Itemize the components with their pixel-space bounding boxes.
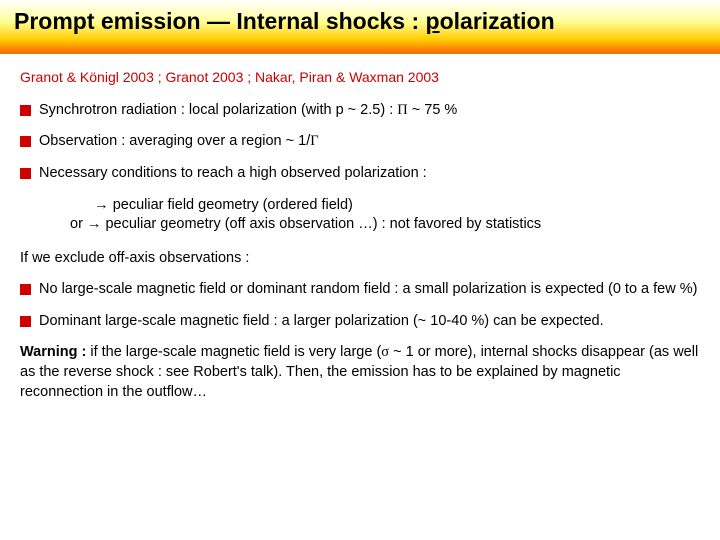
sub-line-1: → peculiar field geometry (ordered field…: [70, 196, 700, 216]
bullet-icon: [20, 316, 31, 327]
title-rest: olarization: [440, 8, 555, 34]
bullet-text: Synchrotron radiation : local polarizati…: [39, 101, 700, 121]
bullet-observation: Observation : averaging over a region ~ …: [20, 132, 700, 152]
bullet-icon: [20, 284, 31, 295]
or-label: or: [70, 216, 87, 232]
b1-b: ~ 75 %: [408, 102, 458, 118]
warning-label: Warning :: [20, 344, 86, 360]
bullet-no-large-field: No large-scale magnetic field or dominan…: [20, 280, 700, 300]
warn-a: if the large-scale magnetic field is ver…: [86, 344, 381, 360]
bullet-dominant-field: Dominant large-scale magnetic field : a …: [20, 312, 700, 332]
b5-c: can be expected.: [489, 313, 603, 329]
sub-line-2: or → peculiar geometry (off axis observa…: [70, 215, 700, 235]
bullet-text: No large-scale magnetic field or dominan…: [39, 280, 700, 300]
bullet-icon: [20, 136, 31, 147]
b5-a: Dominant large-scale magnetic field : a …: [39, 313, 413, 329]
slide-title: Prompt emission — Internal shocks : pola…: [14, 8, 555, 34]
warning-para: Warning : if the large-scale magnetic fi…: [20, 343, 700, 402]
title-p: p: [426, 8, 440, 34]
sub1-text: peculiar field geometry (ordered field): [109, 197, 353, 213]
title-bar: Prompt emission — Internal shocks : pola…: [0, 0, 720, 54]
b1-a: Synchrotron radiation : local polarizati…: [39, 102, 397, 118]
exclude-para: If we exclude off-axis observations :: [20, 249, 700, 269]
arrow-icon: →: [87, 216, 102, 232]
sigma-symbol: σ: [381, 344, 389, 360]
bullet-conditions: Necessary conditions to reach a high obs…: [20, 164, 700, 184]
b5-b: (~ 10-40 %): [413, 313, 489, 329]
bullet-icon: [20, 168, 31, 179]
pi-symbol: Π: [397, 102, 407, 118]
arrow-icon: →: [94, 197, 109, 213]
references: Granot & Königl 2003 ; Granot 2003 ; Nak…: [20, 68, 700, 87]
b2-a: Observation : averaging over a region ~ …: [39, 133, 310, 149]
title-prefix: Prompt emission — Internal shocks :: [14, 8, 426, 34]
bullet-text: Necessary conditions to reach a high obs…: [39, 164, 700, 184]
bullet-synchrotron: Synchrotron radiation : local polarizati…: [20, 101, 700, 121]
content-area: Granot & Königl 2003 ; Granot 2003 ; Nak…: [0, 54, 720, 422]
sub2-text: peculiar geometry (off axis observation …: [101, 216, 541, 232]
bullet-icon: [20, 105, 31, 116]
bullet-text: Dominant large-scale magnetic field : a …: [39, 312, 700, 332]
gamma-symbol: Γ: [310, 133, 318, 149]
bullet-text: Observation : averaging over a region ~ …: [39, 132, 700, 152]
sub-conditions: → peculiar field geometry (ordered field…: [70, 196, 700, 235]
